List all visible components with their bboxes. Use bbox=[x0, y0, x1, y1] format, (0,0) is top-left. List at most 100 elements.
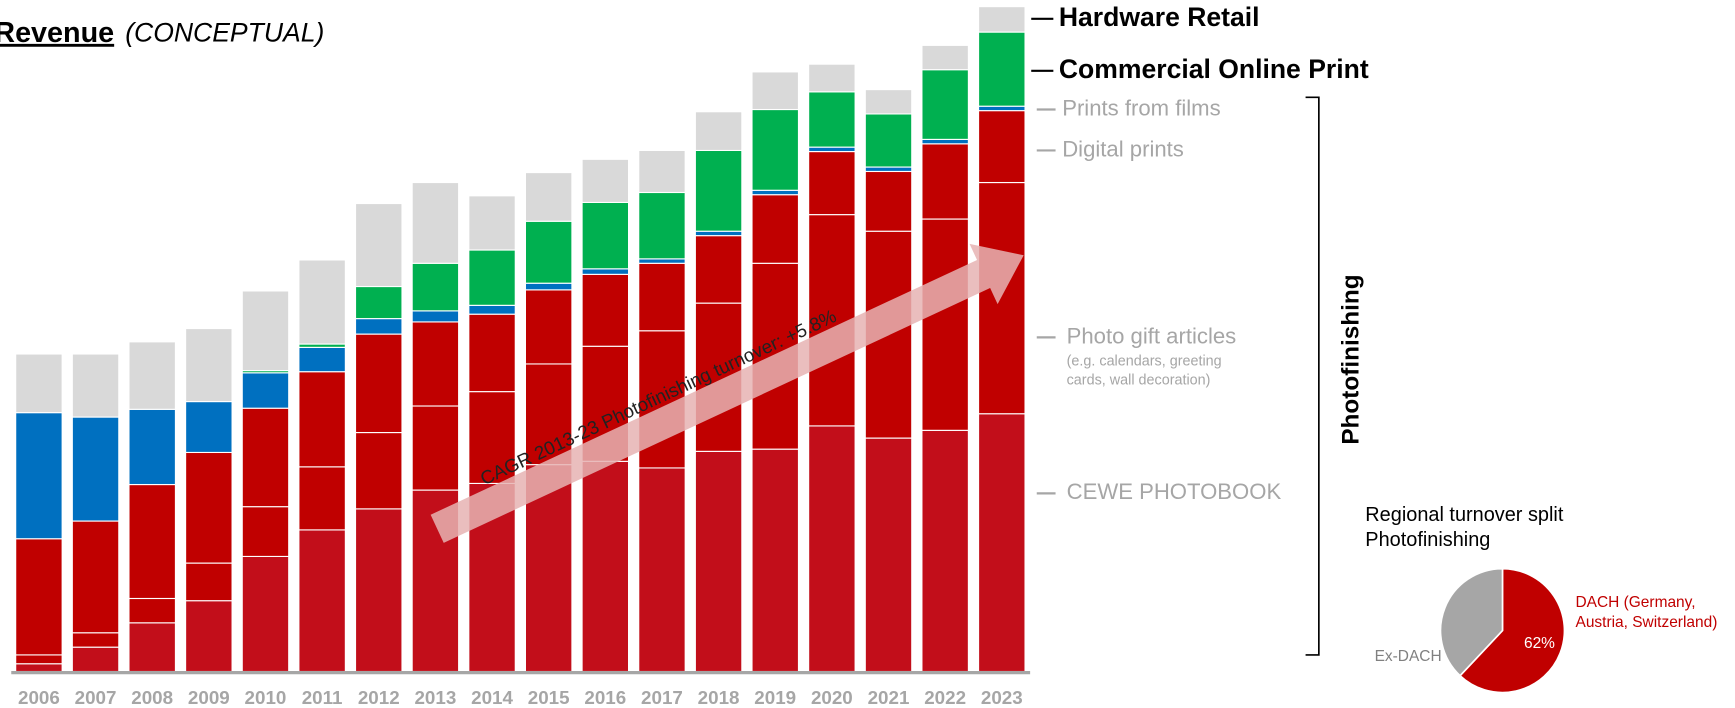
x-tick-label: 2009 bbox=[188, 687, 230, 708]
bar-segment bbox=[921, 143, 969, 220]
bar-segment bbox=[978, 31, 1026, 107]
bar-segment bbox=[638, 191, 686, 260]
chart-title: Revenue bbox=[0, 17, 114, 49]
bar-segment bbox=[15, 353, 63, 414]
x-tick-label: 2015 bbox=[528, 687, 570, 708]
x-tick-label: 2018 bbox=[698, 687, 740, 708]
legend-label: Prints from films bbox=[1062, 95, 1220, 120]
bar-segment bbox=[581, 273, 630, 347]
bar-segment bbox=[694, 111, 743, 152]
legend-label: Photo gift articles bbox=[1067, 323, 1237, 348]
bar-segment bbox=[864, 166, 913, 173]
bar-segment bbox=[468, 195, 516, 251]
bar-segment bbox=[411, 262, 460, 312]
bar-segment bbox=[751, 194, 800, 264]
bar-segment bbox=[638, 258, 686, 264]
bar-segment bbox=[694, 235, 743, 304]
bar-segment bbox=[864, 113, 913, 168]
bar-segment bbox=[185, 401, 233, 454]
bar-segment bbox=[524, 289, 573, 365]
x-tick-label: 2016 bbox=[584, 687, 626, 708]
bar-segment bbox=[978, 181, 1026, 415]
bar-segment bbox=[524, 220, 573, 284]
x-tick-label: 2023 bbox=[981, 687, 1023, 708]
bar-segment bbox=[298, 466, 346, 531]
legend-label: Digital prints bbox=[1062, 136, 1184, 161]
bar-segment bbox=[411, 405, 460, 491]
bracket-label: Photofinishing bbox=[1337, 274, 1364, 444]
bar-segment bbox=[864, 437, 913, 673]
x-tick-label: 2017 bbox=[641, 687, 683, 708]
bar-segment bbox=[71, 353, 120, 418]
bar-segment bbox=[71, 416, 120, 522]
bar-segment bbox=[808, 151, 856, 216]
pie-category-label: Austria, Switzerland) bbox=[1576, 614, 1718, 631]
bar-segment bbox=[128, 483, 176, 600]
bar-segment bbox=[694, 230, 743, 237]
bar-segment bbox=[468, 391, 516, 484]
bar-segment bbox=[411, 181, 460, 264]
x-tick-label: 2010 bbox=[245, 687, 287, 708]
bar-segment bbox=[128, 597, 176, 624]
bar-segment bbox=[128, 408, 176, 486]
legend-label: Commercial Online Print bbox=[1059, 54, 1369, 84]
pie-slice bbox=[1439, 567, 1504, 677]
bar-segment bbox=[241, 407, 290, 508]
pie-value-label: 62% bbox=[1524, 635, 1555, 652]
x-tick-label: 2020 bbox=[811, 687, 853, 708]
bar-segment bbox=[298, 259, 346, 345]
x-tick-label: 2006 bbox=[18, 687, 60, 708]
legend-label: Hardware Retail bbox=[1059, 2, 1260, 32]
bar-segment bbox=[864, 89, 913, 115]
bar-segment bbox=[468, 304, 516, 315]
bar-segment bbox=[751, 108, 800, 191]
legend-label: CEWE PHOTOBOOK bbox=[1067, 479, 1282, 504]
bar-segment bbox=[581, 268, 630, 275]
bar-segment bbox=[354, 508, 403, 673]
bar-segment bbox=[808, 425, 856, 673]
bar-segment bbox=[524, 172, 573, 222]
bar-segment bbox=[354, 202, 403, 288]
pie-title: Regional turnover split bbox=[1365, 504, 1564, 526]
bar-segment bbox=[921, 138, 969, 145]
bar-segment bbox=[185, 328, 233, 403]
x-tick-label: 2008 bbox=[131, 687, 173, 708]
pie-title: Photofinishing bbox=[1365, 529, 1490, 551]
bar-segment bbox=[638, 262, 686, 332]
bar-segment bbox=[15, 538, 63, 656]
pie-category-label: Ex-DACH bbox=[1375, 648, 1442, 665]
x-tick-label: 2019 bbox=[754, 687, 796, 708]
bar-segment bbox=[581, 460, 630, 673]
bar-segment bbox=[128, 341, 176, 410]
chart-subtitle: (CONCEPTUAL) bbox=[125, 17, 324, 47]
bar-segment bbox=[298, 529, 346, 673]
bar-segment bbox=[694, 149, 743, 232]
x-tick-label: 2022 bbox=[924, 687, 966, 708]
x-tick-label: 2014 bbox=[471, 687, 513, 708]
bracket bbox=[1305, 96, 1320, 656]
x-tick-label: 2012 bbox=[358, 687, 400, 708]
bar-segment bbox=[241, 555, 290, 673]
bar-segment bbox=[298, 346, 346, 373]
bar-segment bbox=[581, 158, 630, 203]
bar-segment bbox=[978, 6, 1026, 33]
bar-segment bbox=[921, 44, 969, 71]
x-tick-label: 2007 bbox=[75, 687, 117, 708]
bar-segment bbox=[354, 285, 403, 320]
bar-segment bbox=[694, 450, 743, 673]
x-tick-label: 2013 bbox=[414, 687, 456, 708]
bar-segment bbox=[638, 149, 686, 194]
bar-segment bbox=[185, 600, 233, 673]
bar-segment bbox=[71, 632, 120, 648]
bar-segment bbox=[71, 520, 120, 634]
bar-segment bbox=[241, 506, 290, 557]
x-tick-label: 2021 bbox=[868, 687, 910, 708]
bar-segment bbox=[15, 663, 63, 673]
bar-segment bbox=[128, 622, 176, 673]
legend-note: (e.g. calendars, greeting bbox=[1067, 354, 1222, 370]
bar-segment bbox=[185, 451, 233, 564]
bar-segment bbox=[298, 371, 346, 468]
bar-segment bbox=[241, 290, 290, 372]
legend-note: cards, wall decoration) bbox=[1067, 372, 1211, 388]
